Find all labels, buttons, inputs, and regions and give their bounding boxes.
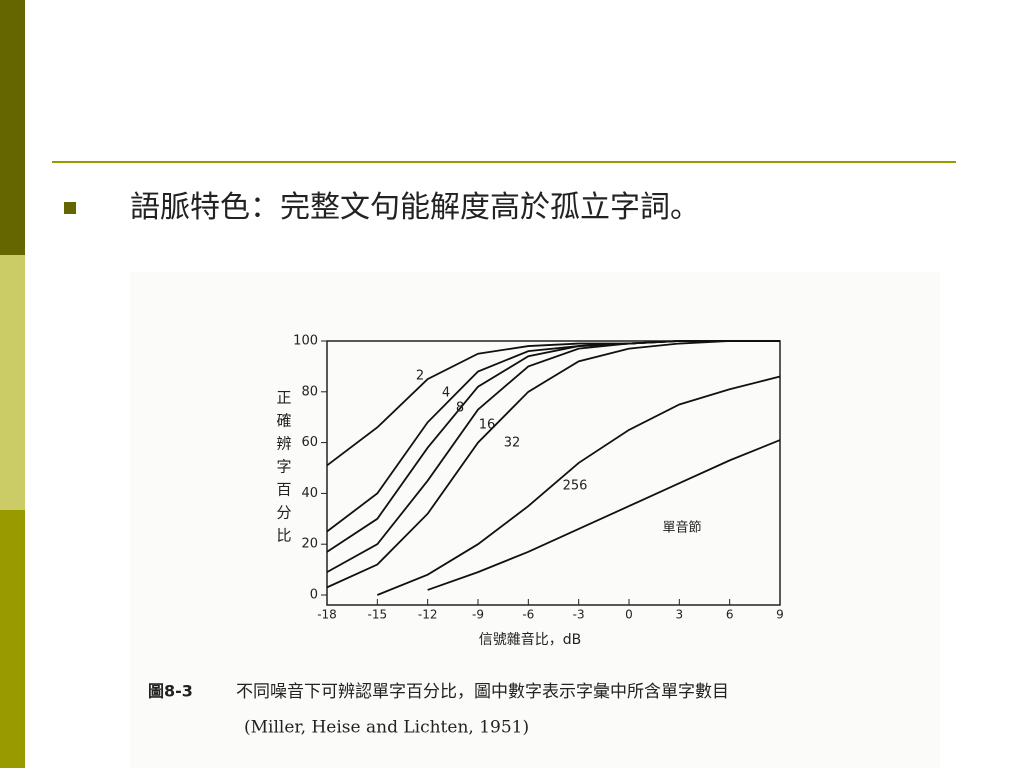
- figure-label: 圖8-3: [148, 682, 193, 701]
- series-line: [326, 340, 780, 573]
- series-label: 單音節: [662, 520, 701, 536]
- plot-frame: [326, 340, 781, 606]
- series-label: 8: [456, 401, 464, 416]
- x-tick-label: 3: [676, 608, 684, 622]
- side-bar: [0, 510, 25, 768]
- x-tick-label: -15: [368, 608, 388, 622]
- x-tick-label: 6: [726, 608, 734, 622]
- y-tick-label: 80: [301, 384, 318, 399]
- series-line: [376, 375, 781, 596]
- x-axis-label: 信號雜音比，dB: [479, 631, 582, 648]
- series-line: [326, 340, 780, 589]
- series-label: 4: [442, 386, 450, 401]
- side-bar: [0, 255, 25, 510]
- caption: 不同噪音下可辨認單字百分比，圖中數字表示字彙中所含單字數目: [236, 682, 729, 702]
- y-tick-label: 40: [301, 486, 318, 501]
- y-tick-label: 0: [310, 588, 318, 603]
- series-label: 32: [504, 436, 521, 451]
- series-label: 256: [563, 479, 588, 494]
- side-bar: [0, 0, 25, 255]
- x-tick-label: -3: [573, 608, 585, 622]
- y-tick-label: 20: [301, 537, 318, 552]
- x-tick-label: -12: [418, 608, 438, 622]
- series-label: 16: [479, 418, 496, 433]
- x-tick-label: 0: [625, 608, 633, 622]
- y-tick-label: 60: [301, 435, 318, 450]
- bullet-marker: [64, 202, 76, 214]
- bullet-text: 語脈特色：完整文句能解度高於孤立字詞。: [130, 190, 700, 225]
- x-tick-label: -9: [472, 608, 484, 622]
- x-tick-label: -18: [317, 608, 337, 622]
- series-line: [427, 439, 781, 591]
- y-axis-label: 正確辨字百分比: [275, 390, 293, 551]
- series-label: 2: [416, 369, 424, 384]
- source: (Miller, Heise and Lichten, 1951): [244, 718, 529, 738]
- x-tick-label: 9: [776, 608, 784, 622]
- y-tick-label: 100: [293, 334, 318, 349]
- x-tick-label: -6: [522, 608, 534, 622]
